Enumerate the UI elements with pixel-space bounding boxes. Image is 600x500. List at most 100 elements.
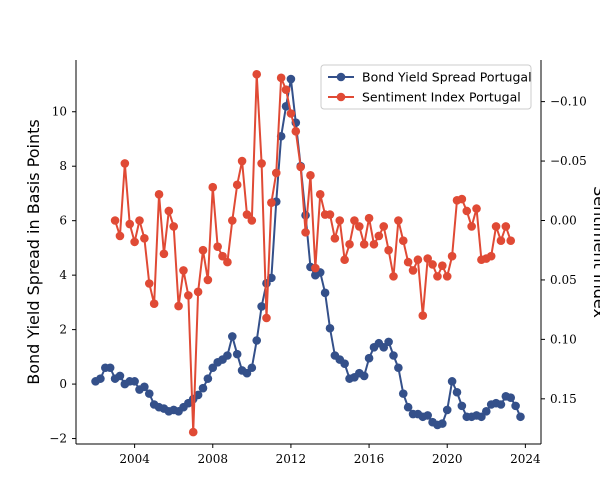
data-point bbox=[140, 234, 149, 243]
right-tick-label: 0.10 bbox=[550, 332, 577, 346]
data-point bbox=[506, 236, 516, 246]
x-axis-ticks: 2004 2008 2012 2016 2020 2024 bbox=[119, 444, 541, 466]
data-point bbox=[174, 301, 183, 311]
series-layer bbox=[91, 69, 525, 437]
data-point bbox=[105, 363, 115, 373]
series-line bbox=[95, 78, 522, 426]
x-tick-label: 2004 bbox=[119, 452, 150, 466]
data-point bbox=[159, 249, 169, 259]
data-point bbox=[276, 73, 286, 83]
data-point bbox=[311, 263, 320, 273]
data-point bbox=[433, 272, 442, 281]
data-point bbox=[467, 222, 476, 231]
data-point bbox=[198, 383, 208, 393]
left-tick-label: −2 bbox=[49, 432, 67, 446]
data-point bbox=[442, 405, 452, 415]
right-tick-label: 0.05 bbox=[550, 273, 577, 287]
data-point bbox=[418, 311, 428, 320]
data-point bbox=[325, 323, 335, 333]
data-point bbox=[135, 216, 144, 225]
data-point bbox=[291, 127, 301, 136]
data-point bbox=[325, 210, 335, 219]
data-point bbox=[457, 401, 467, 411]
data-point bbox=[389, 351, 398, 360]
data-point bbox=[350, 216, 359, 225]
data-point bbox=[364, 353, 374, 363]
right-tick-label: 0.15 bbox=[550, 392, 577, 406]
data-point bbox=[423, 254, 432, 263]
legend-marker-sentiment bbox=[336, 92, 346, 102]
data-point bbox=[154, 190, 164, 199]
data-point bbox=[501, 222, 511, 231]
data-point bbox=[130, 377, 139, 386]
series-bond-yield-spread bbox=[91, 74, 525, 430]
data-point bbox=[193, 287, 203, 297]
data-point bbox=[286, 74, 296, 84]
data-point bbox=[452, 387, 462, 397]
legend-label-bond: Bond Yield Spread Portugal bbox=[362, 70, 532, 85]
x-tick-label: 2012 bbox=[276, 452, 307, 466]
data-point bbox=[359, 371, 369, 381]
left-tick-label: 2 bbox=[59, 323, 67, 337]
data-point bbox=[169, 222, 178, 231]
data-point bbox=[281, 85, 291, 95]
data-point bbox=[369, 239, 379, 249]
data-point bbox=[438, 261, 447, 270]
data-point bbox=[301, 210, 310, 220]
data-point bbox=[252, 69, 262, 79]
data-point bbox=[398, 236, 408, 246]
left-axis-ticks: −2 0 2 4 6 8 10 bbox=[49, 105, 76, 446]
data-point bbox=[355, 222, 364, 231]
data-point bbox=[496, 400, 506, 409]
data-point bbox=[110, 216, 120, 225]
x-tick-label: 2020 bbox=[432, 452, 463, 466]
data-point bbox=[262, 313, 271, 323]
data-point bbox=[223, 257, 232, 267]
data-point bbox=[271, 168, 281, 178]
data-point bbox=[193, 390, 203, 400]
data-point bbox=[301, 228, 310, 237]
data-point bbox=[144, 389, 154, 398]
data-point bbox=[374, 231, 384, 241]
data-point bbox=[472, 204, 481, 213]
right-tick-label: −0.10 bbox=[550, 95, 587, 109]
data-point bbox=[232, 349, 242, 359]
data-point bbox=[257, 159, 266, 168]
data-point bbox=[403, 402, 413, 412]
data-point bbox=[340, 359, 349, 368]
data-point bbox=[228, 216, 237, 225]
data-point bbox=[511, 401, 520, 411]
data-point bbox=[491, 222, 501, 231]
left-tick-label: 10 bbox=[52, 105, 67, 119]
data-point bbox=[428, 260, 437, 269]
data-point bbox=[481, 407, 491, 416]
data-point bbox=[423, 411, 432, 420]
data-point bbox=[208, 182, 218, 192]
right-axis-title: Sentiment Index bbox=[590, 186, 600, 318]
legend-box bbox=[320, 64, 532, 110]
data-point bbox=[486, 251, 496, 261]
data-point bbox=[462, 206, 472, 216]
data-point bbox=[457, 194, 467, 204]
data-point bbox=[213, 242, 222, 251]
data-point bbox=[247, 363, 257, 373]
data-point bbox=[149, 299, 159, 309]
data-point bbox=[394, 216, 403, 225]
data-point bbox=[247, 216, 257, 225]
right-axis-ticks: −0.10 −0.05 0.00 0.05 0.10 0.15 bbox=[541, 95, 587, 406]
data-point bbox=[203, 275, 213, 285]
x-tick-label: 2008 bbox=[197, 452, 228, 466]
data-point bbox=[320, 288, 330, 298]
data-point bbox=[306, 171, 315, 180]
data-point bbox=[359, 239, 369, 249]
series-sentiment-index bbox=[110, 69, 516, 437]
data-point bbox=[330, 234, 340, 243]
data-point bbox=[237, 156, 247, 166]
data-point bbox=[252, 336, 262, 345]
data-point bbox=[257, 302, 266, 311]
data-point bbox=[120, 159, 130, 168]
data-point bbox=[403, 257, 413, 267]
data-point bbox=[516, 412, 525, 422]
data-point bbox=[184, 291, 193, 300]
